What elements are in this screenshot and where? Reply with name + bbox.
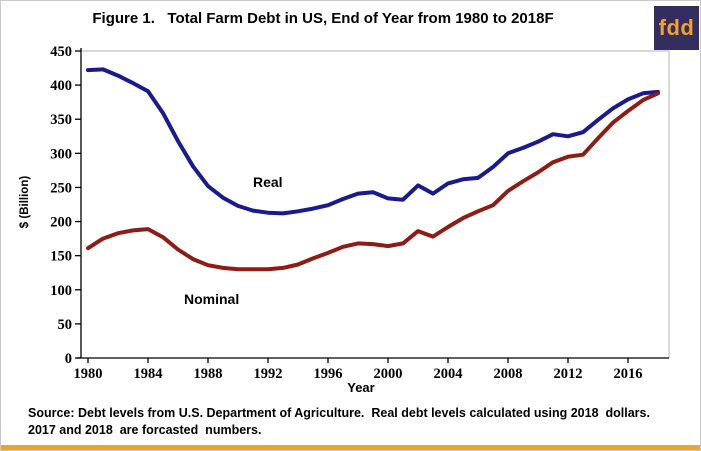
- nominal-series-label: Nominal: [184, 291, 239, 307]
- source-note-line2: 2017 and 2018 are forcasted numbers.: [28, 422, 262, 437]
- x-tick-label: 1996: [314, 366, 343, 382]
- y-tick-label: 450: [50, 44, 72, 60]
- x-tick-label: 2016: [614, 366, 643, 382]
- y-tick-label: 300: [50, 146, 72, 162]
- y-tick-label: 150: [50, 249, 72, 265]
- farm-debt-line-chart: 0 50 100 150 200 250 300 350 400 450 1980 1984 1988 1…: [50, 44, 670, 382]
- y-tick-label: 400: [50, 78, 72, 94]
- real-line: [86, 67, 660, 216]
- y-tick-label: 200: [50, 215, 72, 231]
- x-tick-label: 2000: [374, 366, 403, 382]
- real-series-label: Real: [253, 174, 283, 190]
- x-axis-title: Year: [347, 380, 375, 395]
- y-tick-label: 350: [50, 112, 72, 128]
- source-note-line1: Source: Debt levels from U.S. Department…: [28, 406, 650, 420]
- fdd-logo: fdd: [654, 6, 699, 50]
- x-tick-label: 1980: [74, 366, 103, 382]
- nominal-line: [86, 91, 660, 272]
- source-note: Source: Debt levels from U.S. Department…: [28, 405, 694, 438]
- figure-title: Figure 1. Total Farm Debt in US, End of …: [92, 10, 554, 27]
- x-tick-label: 1988: [194, 366, 223, 382]
- x-tick-label: 2012: [554, 366, 583, 382]
- y-axis-title: $ (Billion): [19, 175, 31, 229]
- y-tick-label: 50: [58, 317, 73, 333]
- bottom-accent-bar: [1, 445, 700, 450]
- x-tick-label: 1984: [134, 366, 163, 382]
- x-tick-label: 2004: [434, 366, 463, 382]
- x-tick-label: 2008: [494, 366, 523, 382]
- y-tick-label: 250: [50, 180, 72, 196]
- fdd-logo-text: fdd: [658, 15, 695, 40]
- y-tick-label: 100: [50, 283, 72, 299]
- x-tick-label: 1992: [254, 366, 283, 382]
- y-tick-label: 0: [65, 351, 72, 367]
